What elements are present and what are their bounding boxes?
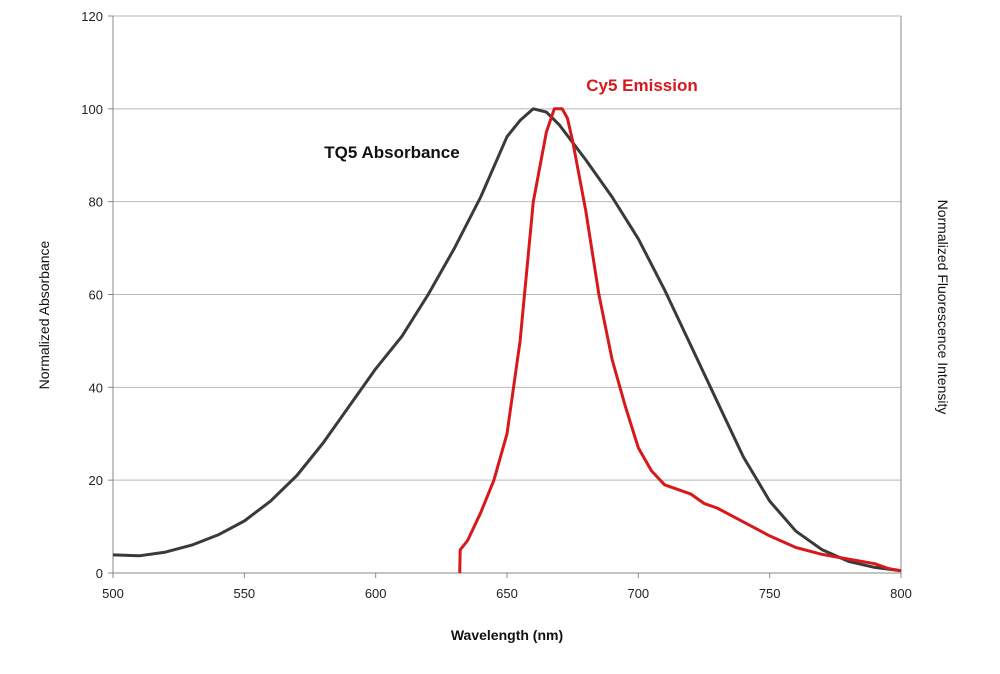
x-tick-label: 700 [627,586,649,601]
y-tick-label: 80 [89,195,103,210]
x-tick-label: 550 [233,586,255,601]
x-tick-label: 800 [890,586,912,601]
y-tick-label: 40 [89,380,103,395]
y-tick-label: 120 [81,9,103,24]
y-tick-label: 60 [89,288,103,303]
axes: 0 20 40 60 80 100 120 500 550 600 650 700 750 800 [81,9,912,601]
x-axis-label: Wavelength (nm) [451,627,563,643]
series-label-cy5: Cy5 Emission [586,76,698,95]
x-tick-label: 600 [365,586,387,601]
tq5-absorbance-line [112,107,902,573]
series-lines [112,107,902,574]
gridlines [113,15,901,481]
y-tick-label: 0 [96,566,103,581]
x-tick-label: 500 [102,586,124,601]
x-tick-label: 750 [759,586,781,601]
y-axis-label: Normalized Absorbance [36,240,52,389]
y-tick-label: 100 [81,102,103,117]
x-tick-label: 650 [496,586,518,601]
cy5-emission-line [458,107,902,574]
series-label-tq5: TQ5 Absorbance [324,143,459,162]
y-tick-label: 20 [89,473,103,488]
y2-axis-label: Normalized Fluorescence Intensity [935,200,951,415]
